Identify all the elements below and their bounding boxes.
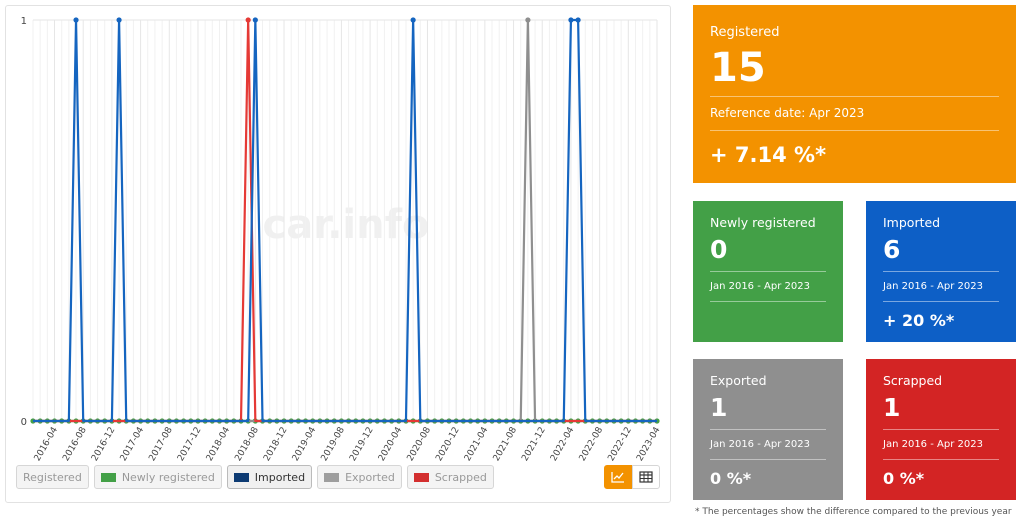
- registered-value: 15: [710, 45, 766, 91]
- divider: [710, 459, 826, 460]
- divider: [710, 301, 826, 302]
- x-tick-label: 2020-12: [434, 426, 461, 464]
- divider: [883, 459, 999, 460]
- x-tick-label: 2017-04: [119, 425, 147, 463]
- imported-label: Imported: [883, 215, 941, 230]
- x-tick-label: 2022-08: [578, 425, 606, 463]
- x-tick-label: 2018-12: [262, 426, 289, 464]
- data-point: [252, 17, 258, 23]
- divider: [710, 96, 999, 97]
- x-tick-label: 2019-12: [348, 426, 375, 464]
- x-tick-label: 2018-08: [233, 425, 261, 463]
- legend-label: Exported: [345, 470, 395, 484]
- newly-registered-period: Jan 2016 - Apr 2023: [710, 281, 810, 292]
- watermark: car.info: [263, 202, 430, 248]
- legend-swatch: [233, 472, 249, 482]
- exported-change: 0 %*: [710, 469, 752, 488]
- legend-label: Imported: [254, 470, 306, 484]
- x-tick-label: 2021-08: [492, 425, 520, 463]
- x-tick-label: 2021-04: [463, 425, 491, 463]
- x-tick-label: 2021-12: [520, 426, 547, 464]
- legend-swatch: [413, 472, 429, 482]
- exported-value: 1: [710, 393, 728, 422]
- data-point: [568, 17, 574, 23]
- scrapped-change: 0 %*: [883, 469, 925, 488]
- exported-period: Jan 2016 - Apr 2023: [710, 439, 810, 450]
- data-point: [116, 17, 122, 23]
- y-tick-label: 1: [21, 16, 27, 27]
- legend-label: Scrapped: [434, 470, 487, 484]
- x-tick-label: 2016-08: [61, 425, 89, 463]
- x-tick-label: 2020-08: [406, 425, 434, 463]
- x-tick-label: 2018-04: [205, 425, 233, 463]
- x-tick-label: 2022-04: [549, 425, 577, 463]
- registered-change: + 7.14 %*: [710, 143, 827, 167]
- legend-toggle-newly-registered[interactable]: Newly registered: [93, 465, 222, 489]
- reference-date: Reference date: Apr 2023: [710, 106, 865, 120]
- registered-card: Registered 15 Reference date: Apr 2023 +…: [693, 5, 1016, 183]
- data-point: [73, 17, 79, 23]
- chart-view-button[interactable]: [604, 465, 632, 489]
- legend-swatch: [324, 472, 340, 482]
- data-point: [410, 17, 416, 23]
- series-line-imported: [33, 18, 657, 423]
- legend-toggle-imported[interactable]: Imported: [226, 465, 313, 489]
- x-tick-label: 2016-12: [90, 426, 117, 464]
- x-tick-label: 2019-08: [320, 425, 348, 463]
- legend-label: Registered: [23, 470, 82, 484]
- imported-period: Jan 2016 - Apr 2023: [883, 281, 983, 292]
- table-view-button[interactable]: [632, 465, 660, 489]
- data-point: [525, 17, 531, 23]
- x-tick-label: 2019-04: [291, 425, 319, 463]
- view-toggle: [604, 465, 660, 489]
- x-tick-label: 2020-04: [377, 425, 405, 463]
- scrapped-card: Scrapped 1 Jan 2016 - Apr 2023 0 %*: [866, 359, 1016, 500]
- newly-registered-value: 0: [710, 235, 728, 264]
- legend-label: Newly registered: [121, 470, 215, 484]
- data-point: [245, 17, 251, 23]
- x-tick-label: 2016-04: [33, 425, 61, 463]
- divider: [710, 130, 999, 131]
- x-tick-label: 2017-12: [176, 426, 203, 464]
- divider: [710, 271, 826, 272]
- line-chart-icon: [611, 472, 624, 483]
- divider: [710, 429, 826, 430]
- legend-toggle-registered[interactable]: Registered: [16, 465, 89, 489]
- imported-value: 6: [883, 235, 901, 264]
- scrapped-period: Jan 2016 - Apr 2023: [883, 439, 983, 450]
- x-tick-label: 2022-12: [606, 426, 633, 464]
- newly-registered-label: Newly registered: [710, 215, 816, 230]
- footnote: * The percentages show the difference co…: [695, 507, 1012, 517]
- x-tick-label: 2017-08: [147, 425, 175, 463]
- scrapped-label: Scrapped: [883, 373, 943, 388]
- chart-panel: car.info 2016-04 2016-08 2016-12 2017-04 2017…: [5, 5, 671, 503]
- imported-change: + 20 %*: [883, 311, 955, 330]
- table-icon: [639, 471, 653, 483]
- divider: [883, 271, 999, 272]
- legend-swatch: [100, 472, 116, 482]
- y-tick-label: 0: [21, 417, 27, 428]
- exported-card: Exported 1 Jan 2016 - Apr 2023 0 %*: [693, 359, 843, 500]
- data-point: [575, 17, 581, 23]
- divider: [883, 429, 999, 430]
- legend: Registered Newly registered Imported Export…: [16, 465, 494, 489]
- imported-card: Imported 6 Jan 2016 - Apr 2023 + 20 %*: [866, 201, 1016, 342]
- registered-label: Registered: [710, 25, 780, 40]
- exported-label: Exported: [710, 373, 767, 388]
- scrapped-value: 1: [883, 393, 901, 422]
- legend-toggle-exported[interactable]: Exported: [317, 465, 402, 489]
- divider: [883, 301, 999, 302]
- legend-toggle-scrapped[interactable]: Scrapped: [406, 465, 494, 489]
- newly-registered-card: Newly registered 0 Jan 2016 - Apr 2023: [693, 201, 843, 342]
- x-tick-label: 2023-04: [635, 425, 663, 463]
